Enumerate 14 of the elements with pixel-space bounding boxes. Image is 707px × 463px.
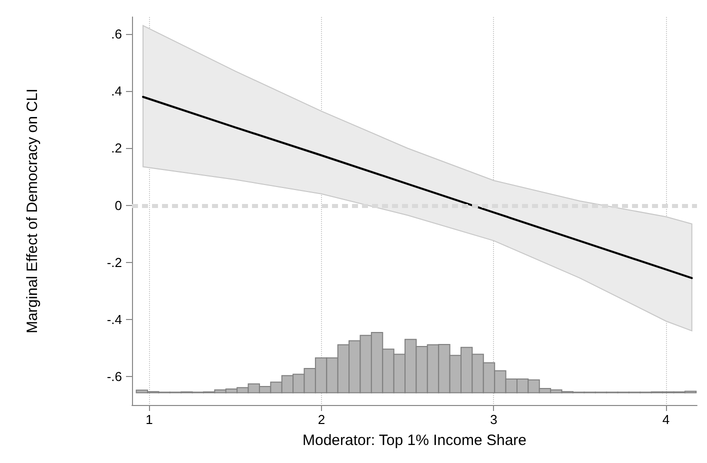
y-axis-title: Marginal Effect of Democracy on CLI xyxy=(24,88,41,334)
line-series xyxy=(142,96,693,280)
y-tick-label: .4 xyxy=(111,84,122,99)
y-tick-label: 0 xyxy=(114,198,122,213)
x-tick-label: 2 xyxy=(318,412,326,427)
x-tick-label: 4 xyxy=(662,412,670,427)
y-tick-label: .2 xyxy=(111,140,122,156)
x-axis-title: Moderator: Top 1% Income Share xyxy=(302,432,527,449)
y-tick-label: -.4 xyxy=(106,312,122,327)
y-tick-label: -.2 xyxy=(106,254,122,270)
x-tick-label: 3 xyxy=(490,412,498,427)
y-tick-label: -.6 xyxy=(106,368,122,384)
y-tick-label: .6 xyxy=(111,26,122,42)
x-tick-label: 1 xyxy=(146,412,153,427)
